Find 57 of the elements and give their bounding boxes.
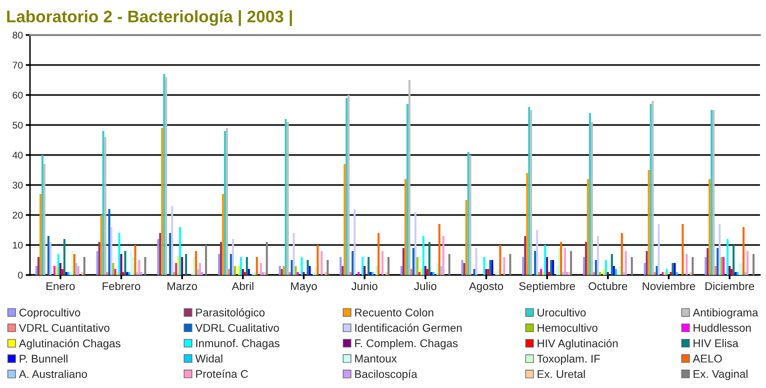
y-tick-label: 30 — [12, 182, 23, 189]
legend-label: Inmunof. Chagas — [196, 339, 280, 350]
legend-label: HIV Aglutinación — [538, 339, 618, 350]
bar — [526, 173, 528, 275]
legend-label: Widal — [195, 354, 222, 363]
x-tick-label: Agosto — [468, 282, 504, 292]
bar — [414, 212, 416, 275]
legend-label: Recuento Colon — [355, 308, 434, 316]
x-tick-label: Abril — [232, 282, 254, 290]
bar — [708, 179, 711, 275]
legend-label: Proteína C — [196, 370, 248, 378]
x-tick-label: Junio — [351, 282, 378, 290]
legend-label: VDRL Cualitativo — [195, 324, 279, 332]
y-tick-label: 70 — [12, 62, 23, 69]
bar — [49, 242, 52, 275]
legend-label: Urocultivo — [538, 308, 586, 316]
chart-title: Laboratorio 2 - Bacteriología | 2003 | — [7, 10, 292, 26]
legend-label: Coprocultivo — [19, 308, 80, 319]
legend-label: Aglutinación Chagas — [18, 339, 120, 350]
legend-label: Hemocultivo — [538, 324, 598, 332]
legend-label: P. Bunnell — [20, 354, 68, 363]
bar — [344, 164, 346, 275]
legend-label: AELO — [692, 354, 722, 363]
legend-label: Ex. Vaginal — [694, 370, 748, 380]
legend-label: Parasitológico — [196, 308, 265, 319]
bar — [161, 128, 164, 275]
x-tick-label: Octubre — [588, 282, 628, 290]
legend-label: VDRL Cuantitativo — [18, 324, 110, 332]
bar — [556, 266, 558, 275]
y-tick-label: 80 — [12, 32, 23, 39]
x-tick-label: Enero — [46, 282, 75, 290]
legend-label: Mantoux — [355, 354, 397, 363]
bar — [191, 272, 194, 275]
x-tick-label: Marzo — [168, 282, 198, 290]
x-tick-label: Septiembre — [519, 282, 575, 292]
x-tick-label: Noviembre — [642, 282, 696, 290]
legend-label: A. Australiano — [18, 370, 87, 378]
y-tick-label: 10 — [12, 242, 23, 249]
x-tick-label: Febrero — [102, 282, 140, 290]
bar — [232, 239, 234, 275]
bar — [596, 236, 599, 275]
x-tick-label: Diciembre — [705, 282, 754, 290]
legend-label: Identificación Germen — [355, 324, 462, 332]
y-tick-label: 20 — [12, 212, 23, 219]
legend-label: HIV Elisa — [694, 339, 738, 348]
y-tick-label: 40 — [12, 152, 23, 159]
legend-label: F. Complem. Chagas — [355, 339, 458, 350]
y-tick-label: 0 — [18, 272, 23, 279]
y-tick-label: 60 — [12, 92, 23, 99]
legend-label: Huddlesson — [694, 324, 751, 332]
legend-label: Ex. Uretal — [538, 370, 585, 378]
legend-label: Antibiograma — [692, 308, 758, 319]
x-tick-label: Julio — [414, 282, 436, 290]
legend-label: Baciloscopía — [355, 370, 418, 380]
legend-label: Toxoplam. IF — [537, 354, 600, 365]
y-tick-label: 50 — [12, 122, 23, 129]
x-tick-label: Mayo — [291, 282, 317, 292]
